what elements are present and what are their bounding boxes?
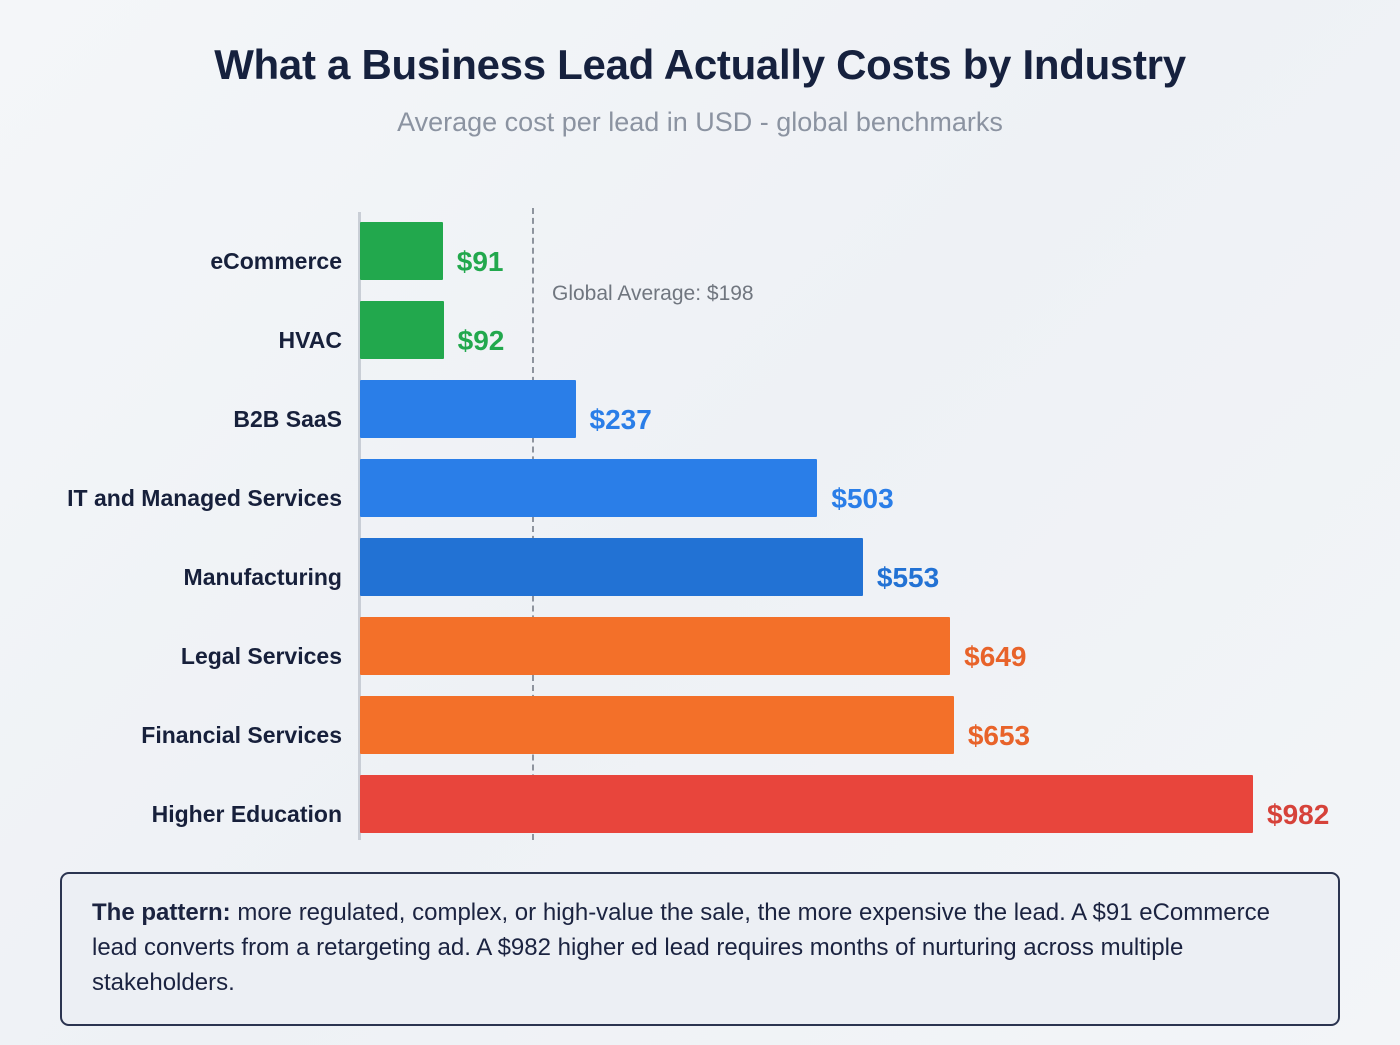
- bar-value-label: $503: [831, 482, 894, 514]
- bar-row: Manufacturing $553: [0, 538, 1400, 617]
- insight-callout: The pattern: more regulated, complex, or…: [60, 872, 1340, 1027]
- plot-area: Global Average: $198 eCommerce $91 HVAC $92…: [0, 205, 1400, 845]
- chart-header: What a Business Lead Actually Costs by I…: [0, 0, 1400, 138]
- bar-category-label: eCommerce: [210, 247, 342, 274]
- bar-category-label: Manufacturing: [183, 563, 342, 590]
- chart-title: What a Business Lead Actually Costs by I…: [214, 41, 1186, 88]
- bar-category-label: HVAC: [278, 326, 342, 353]
- insight-callout-lead-in: The pattern:: [92, 899, 231, 926]
- y-axis-line: [358, 212, 361, 840]
- bar: [360, 538, 863, 596]
- bar-category-label: Higher Education: [151, 800, 342, 827]
- chart-subtitle: Average cost per lead in USD - global be…: [397, 107, 1003, 138]
- bar-category-label: Legal Services: [180, 642, 342, 669]
- bar: [360, 380, 576, 438]
- bar-row: Legal Services $649: [0, 617, 1400, 696]
- global-average-reference-line: [532, 208, 534, 840]
- bar-value-label: $982: [1267, 798, 1330, 830]
- bar-row: eCommerce $91: [0, 222, 1400, 301]
- bar-row: Higher Education $982: [0, 775, 1400, 854]
- bar-row: HVAC $92: [0, 301, 1400, 380]
- insight-callout-text: The pattern: more regulated, complex, or…: [92, 896, 1310, 1000]
- global-average-label: Global Average: $198: [552, 282, 754, 305]
- bar-category-label: IT and Managed Services: [67, 484, 342, 511]
- bar-value-label: $92: [457, 324, 505, 356]
- bar-value-label: $553: [876, 561, 940, 593]
- bar: [360, 301, 444, 359]
- bar: [360, 775, 1253, 833]
- bar-category-label: Financial Services: [141, 721, 342, 748]
- bar: [360, 222, 443, 280]
- bar-row: Financial Services $653: [0, 696, 1400, 775]
- bar-row: IT and Managed Services $503: [0, 459, 1400, 538]
- bar-value-label: $237: [589, 403, 652, 435]
- bar: [360, 617, 951, 675]
- bar-category-label: B2B SaaS: [233, 405, 342, 432]
- bar-value-label: $91: [456, 245, 504, 277]
- bar-row: B2B SaaS $237: [0, 380, 1400, 459]
- bar: [360, 459, 818, 517]
- bar: [360, 696, 954, 754]
- bar-value-label: $653: [967, 719, 1031, 751]
- bar-rows: eCommerce $91 HVAC $92 B2B SaaS $237 IT and Ma…: [0, 222, 1400, 854]
- bar-value-label: $649: [964, 640, 1027, 672]
- insight-callout-body: more regulated, complex, or high-value t…: [92, 899, 1270, 996]
